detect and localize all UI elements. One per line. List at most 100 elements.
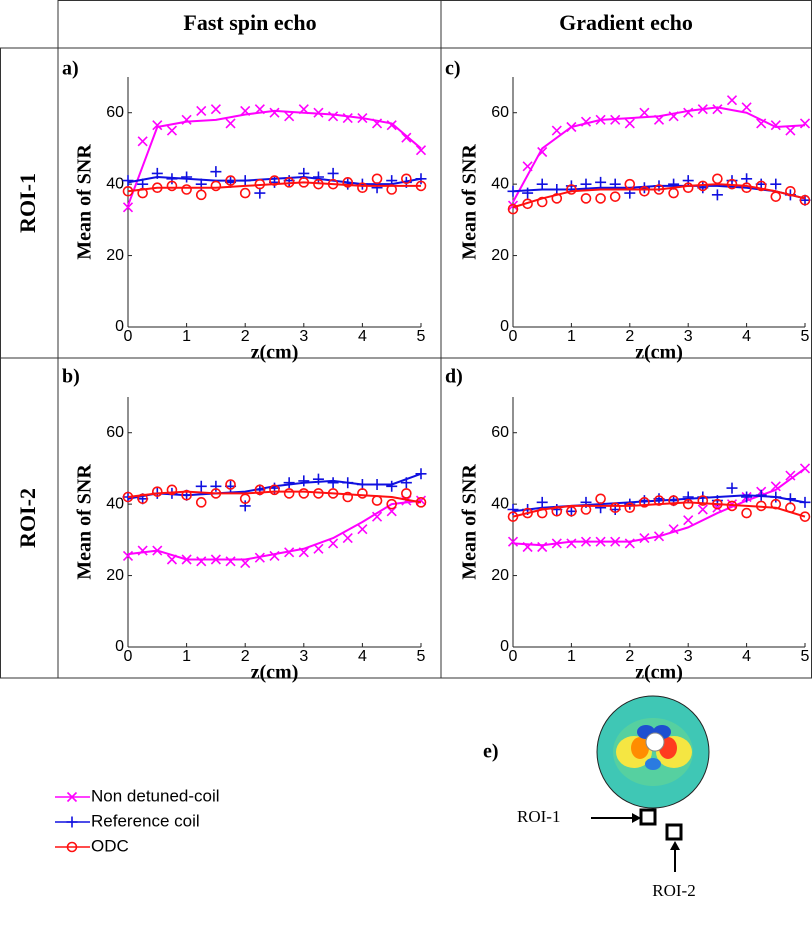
marker — [298, 177, 310, 188]
marker — [610, 114, 621, 125]
x-tick-label: 0 — [124, 648, 133, 665]
marker — [507, 511, 519, 522]
marker — [195, 497, 207, 508]
marker — [668, 111, 679, 122]
marker — [609, 502, 621, 514]
marker — [653, 184, 665, 195]
marker — [151, 167, 163, 179]
marker — [668, 524, 679, 535]
legend-marker — [66, 841, 78, 853]
marker — [566, 121, 577, 133]
marker — [639, 533, 650, 544]
marker — [152, 182, 163, 194]
legend-marker — [66, 816, 78, 828]
roi-label: ROI-1 — [517, 807, 560, 826]
marker — [371, 495, 383, 506]
marker — [122, 491, 134, 503]
y-axis-label: Mean of SNR — [74, 464, 96, 580]
marker — [595, 493, 606, 505]
marker — [122, 175, 134, 187]
marker — [507, 504, 519, 515]
x-tick-label: 5 — [801, 328, 810, 345]
x-tick-label: 2 — [625, 328, 634, 345]
marker — [536, 496, 548, 508]
marker — [682, 491, 694, 503]
x-tick-label: 5 — [417, 328, 426, 345]
x-tick-label: 4 — [358, 648, 367, 665]
marker — [181, 554, 192, 565]
marker — [298, 475, 310, 487]
y-tick-label: 20 — [106, 567, 124, 584]
marker — [624, 502, 636, 514]
marker — [770, 120, 781, 131]
marker — [312, 171, 324, 183]
marker — [595, 536, 606, 547]
panel-label: c) — [445, 58, 461, 80]
marker — [770, 191, 782, 202]
x-tick-label: 3 — [299, 648, 308, 665]
marker — [210, 180, 222, 192]
marker — [386, 120, 397, 131]
marker — [726, 482, 738, 494]
marker — [580, 116, 592, 127]
marker — [401, 173, 412, 185]
x-axis-label: z(cm) — [251, 342, 299, 364]
marker — [799, 511, 811, 522]
marker — [683, 515, 694, 526]
marker — [357, 113, 368, 124]
marker — [327, 477, 339, 489]
marker — [682, 175, 694, 187]
marker — [537, 541, 548, 553]
marker — [342, 113, 353, 124]
marker — [682, 182, 694, 194]
marker — [537, 146, 548, 158]
inset-label: e) — [483, 741, 499, 763]
marker — [254, 484, 266, 496]
marker — [522, 187, 534, 199]
marker — [697, 504, 708, 515]
marker — [283, 177, 295, 188]
marker — [507, 203, 519, 215]
marker — [770, 491, 782, 503]
y-tick-label: 60 — [106, 104, 124, 121]
y-tick-label: 60 — [491, 424, 509, 441]
marker — [254, 178, 266, 190]
marker — [137, 136, 148, 147]
marker — [785, 502, 796, 514]
fit-line — [127, 490, 422, 504]
marker — [327, 178, 339, 190]
marker — [313, 178, 324, 190]
marker — [785, 125, 796, 136]
marker — [386, 498, 398, 510]
marker — [683, 107, 694, 118]
marker — [122, 185, 134, 197]
y-axis-label: Mean of SNR — [74, 144, 96, 260]
marker — [166, 554, 178, 565]
marker — [152, 486, 163, 497]
x-axis-label: z(cm) — [635, 342, 683, 364]
marker — [697, 180, 709, 192]
y-axis-label: Mean of SNR — [459, 144, 481, 260]
marker — [166, 125, 178, 136]
marker — [239, 187, 251, 199]
marker — [639, 107, 650, 118]
x-tick-label: 3 — [684, 328, 693, 345]
marker — [653, 114, 665, 125]
marker — [595, 176, 607, 188]
marker — [401, 488, 412, 499]
marker — [799, 194, 811, 206]
marker — [415, 495, 427, 506]
marker — [566, 184, 577, 195]
marker — [210, 104, 221, 115]
marker — [522, 541, 533, 553]
y-tick-label: 60 — [491, 104, 509, 121]
marker — [269, 107, 280, 118]
y-tick-label: 0 — [500, 638, 509, 655]
marker — [755, 500, 767, 512]
legend-label: Non detuned-coil — [91, 786, 220, 805]
marker — [639, 185, 650, 197]
marker — [283, 477, 295, 489]
x-tick-label: 3 — [299, 328, 308, 345]
column-header: Gradient echo — [559, 10, 693, 35]
x-tick-label: 5 — [417, 648, 426, 665]
